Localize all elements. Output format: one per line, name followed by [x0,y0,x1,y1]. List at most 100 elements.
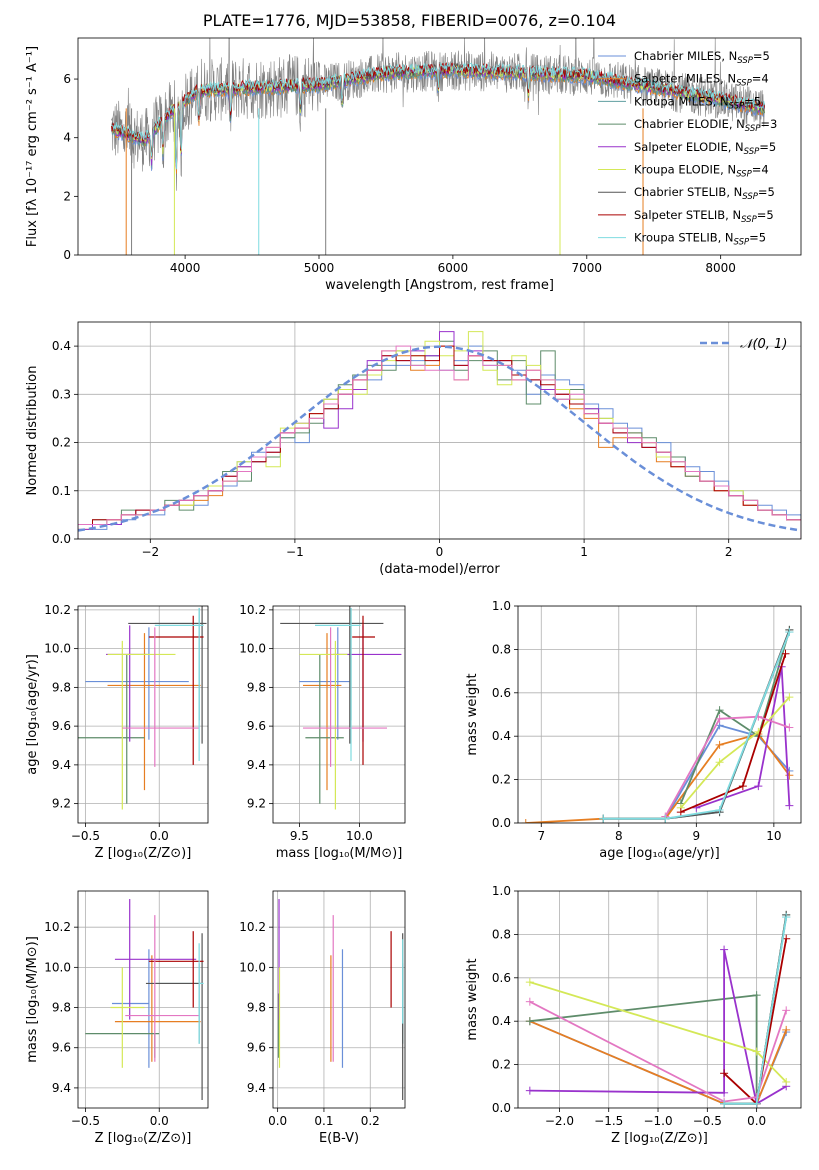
legend-entry: Salpeter ELODIE, NSSP=5 [634,140,776,157]
errorbar-point [85,627,189,740]
errorbar-point [78,654,145,804]
y-tick-label: 10.2 [44,920,71,934]
y-tick-label: 0.1 [52,484,71,498]
series-line [696,666,791,809]
y-tick-label: 10.2 [239,920,266,934]
y-tick-label: 0.6 [492,686,511,700]
x-tick-label: 8 [615,829,623,843]
y-tick-label: 9.8 [247,1001,266,1015]
y-tick-label: 9.8 [52,680,71,694]
y-axis-label: Flux [fλ 10⁻¹⁷ erg cm⁻² s⁻¹ A⁻¹] [25,46,40,247]
y-tick-label: 6 [63,72,71,86]
data-spectrum [111,38,765,191]
histogram-step [78,345,801,539]
series-line [679,629,791,804]
y-tick-label: 9.2 [247,797,266,811]
x-tick-label: 2 [725,545,733,559]
weight-series [599,628,794,823]
legend-entry: Kroupa ELODIE, NSSP=4 [634,163,769,180]
axes-frame [517,890,802,1109]
y-tick-label: 0.6 [492,971,511,985]
y-tick-label: 9.6 [247,719,266,733]
y-tick-label: 0.3 [52,387,71,401]
x-axis-label: age [log₁₀(age/yr)] [599,846,720,861]
legend: 𝒩(0, 1) [700,337,787,352]
x-axis-label: (data-model)/error [379,562,500,577]
plot-area [273,606,405,823]
x-tick-label: 7 [537,829,545,843]
y-tick-label: 10.2 [44,603,71,617]
y-tick-label: 0.0 [492,1101,511,1115]
errorbar-point [333,625,402,742]
y-tick-label: 0.2 [52,436,71,450]
y-tick-label: 1.0 [492,884,511,898]
legend-entry: Chabrier MILES, NSSP=5 [634,49,770,66]
series-line [525,732,791,823]
y-axis-label: mass [log₁₀(M/M⊙)] [25,936,40,1063]
weight-series [676,649,790,817]
x-tick-label: 0.1 [314,1114,333,1128]
y-tick-label: 10.0 [44,960,71,974]
x-tick-label: 0.0 [150,829,169,843]
panel-weight-vs-age: 7 8 9 10 0.0 0.2 0.4 0.6 0.8 1.0 age [log₁₀(age/yr… [465,599,802,861]
y-tick-label: 9.4 [247,1081,266,1095]
y-axis-label: mass weight [465,673,480,755]
errorbar-point [299,627,350,740]
weight-series [525,978,791,1086]
errorbar-point [114,955,201,1062]
x-axis-label: Z [log₁₀(Z/Z⊙)] [95,1131,192,1146]
y-tick-label: 0.2 [492,773,511,787]
x-tick-label: −1.0 [643,1114,672,1128]
x-tick-label: 9 [693,829,701,843]
y-axis-label: age [log₁₀(age/yr)] [25,654,40,775]
x-tick-label: −0.5 [71,829,100,843]
errorbar-point [305,654,344,804]
x-tick-label: 0.2 [361,1114,380,1128]
x-tick-label: 5000 [304,261,335,275]
weight-series [720,910,791,1108]
x-tick-label: −1.5 [594,1114,623,1128]
y-tick-label: 9.6 [247,1041,266,1055]
normal-curve [78,345,801,532]
x-tick-label: 10.0 [346,829,373,843]
axes-frame [517,605,802,824]
x-tick-label: 0 [436,545,444,559]
errorbar-point [114,899,197,1020]
series-line [603,631,791,820]
plot-area [518,891,801,1108]
y-tick-label: 0.0 [492,816,511,830]
legend-entry: Kroupa MILES, NSSP=5 [634,94,761,111]
plot-area [273,891,405,1108]
series-line [680,696,791,809]
plot-area [78,322,801,539]
panel-mass-vs-z: −0.5 0.0 9.4 9.6 9.8 10.0 10.2 Z [log₁₀(Z/Z⊙)] m… [25,890,209,1146]
axes-frame [272,890,406,1109]
series-line [724,916,788,1105]
y-tick-label: 0.2 [492,1058,511,1072]
x-tick-label: −1 [286,545,304,559]
x-axis-label: E(B-V) [319,1131,359,1146]
errorbar-point [299,640,348,810]
x-tick-label: 9.5 [290,829,309,843]
page-title: PLATE=1776, MJD=53858, FIBERID=0076, z=0… [202,11,617,30]
axes-frame [77,890,209,1109]
y-tick-label: 1.0 [492,599,511,613]
panel-residuals: −2 −1 0 1 2 0.0 0.1 0.2 0.3 0.4 (data-model)/error… [25,321,802,577]
grid [78,891,208,1108]
x-tick-label: −0.5 [693,1114,722,1128]
x-tick-label: −0.5 [71,1114,100,1128]
x-tick-label: 8000 [705,261,736,275]
x-axis-label: Z [log₁₀(Z/Z⊙)] [95,846,192,861]
errorbar-point [154,607,204,761]
y-tick-label: 0.8 [492,642,511,656]
plot-area [518,606,801,823]
legend-entry: Salpeter STELIB, NSSP=5 [634,208,774,225]
y-tick-label: 0 [63,248,71,262]
y-tick-label: 0.4 [492,729,511,743]
grid [273,606,405,823]
errorbar-point [303,627,387,767]
y-axis-label: mass weight [465,958,480,1040]
panel-age-vs-mass: 9.5 10.0 9.2 9.4 9.6 9.8 10.0 10.2 mass [log₁₀(M… [239,603,406,861]
y-tick-label: 2 [63,189,71,203]
